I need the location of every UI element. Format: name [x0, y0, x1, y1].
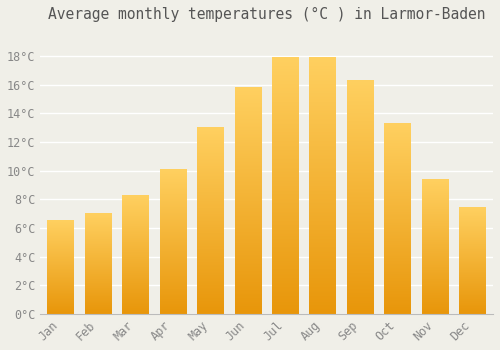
Title: Average monthly temperatures (°C ) in Larmor-Baden: Average monthly temperatures (°C ) in La… — [48, 7, 486, 22]
